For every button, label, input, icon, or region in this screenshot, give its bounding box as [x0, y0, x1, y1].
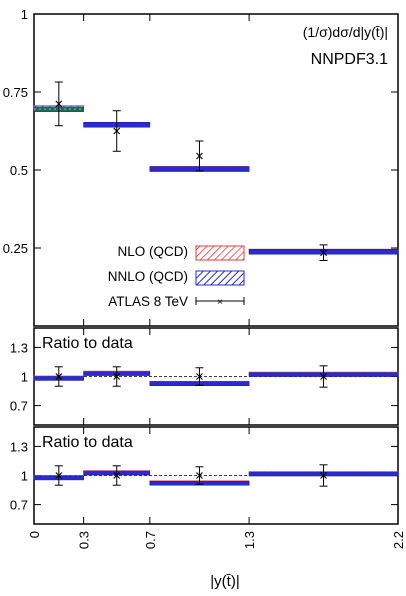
ratio2-ytick-label: 0.7	[10, 498, 28, 513]
main-panel: 0.25 0.5 0.75 1	[3, 7, 399, 327]
main-ytick-label: 0.25	[3, 241, 28, 256]
ratio1-data-point	[113, 373, 121, 380]
ratio1-ytick-label: 0.7	[10, 399, 28, 414]
legend-label-data: ATLAS 8 TeV	[108, 294, 188, 309]
legend-swatch-data: ×	[195, 297, 245, 308]
ratio2-data-point	[55, 472, 63, 479]
chart-title: (1/σ)dσ/d|y(t̄)|	[303, 24, 388, 40]
main-ytick-label: 1	[21, 7, 28, 22]
main-ytick-label: 0.75	[3, 85, 28, 100]
ratio1-ytick-label: 1	[21, 370, 28, 385]
x-tick-label: 0.3	[77, 531, 92, 549]
ratio1-data-point	[196, 373, 203, 380]
ratio1-data-point	[55, 373, 63, 380]
legend: NLO (QCD) NNLO (QCD) ATLAS 8 TeV ×	[108, 244, 245, 309]
x-tick-label: 0.7	[143, 531, 158, 549]
ratio2-data-point	[113, 472, 121, 479]
ratio-panel-1: 0.7 1 1.3 Ratio to data	[10, 327, 399, 426]
legend-swatch-nlo	[195, 245, 245, 261]
x-axis-tick-labels: 0 0.3 0.7 1.3 2.2	[27, 531, 406, 549]
ratio2-ytick-label: 1	[21, 469, 28, 484]
x-tick-label: 2.2	[391, 531, 406, 549]
ratio1-ytick-label: 1.3	[10, 340, 28, 355]
legend-label-nlo: NLO (QCD)	[118, 244, 189, 259]
main-data-point	[320, 249, 327, 257]
legend-swatch-nnlo	[195, 270, 245, 286]
ratio1-data-point	[320, 373, 327, 380]
x-axis-title: |y(t̄)|	[210, 573, 239, 590]
main-data-point	[55, 100, 63, 108]
ratio2-label: Ratio to data	[42, 434, 133, 451]
svg-text:×: ×	[217, 297, 223, 308]
main-data-point	[113, 127, 121, 135]
ratio1-label: Ratio to data	[42, 335, 133, 352]
ratio2-data-point	[320, 472, 327, 479]
chart-subtitle: NNPDF3.1	[311, 51, 388, 68]
main-data-point	[196, 152, 203, 160]
x-tick-label: 1.3	[242, 531, 257, 549]
ratio-panel-2: 0.7 1 1.3 Ratio to data	[10, 426, 399, 525]
legend-label-nnlo: NNLO (QCD)	[108, 269, 188, 284]
ratio2-ytick-label: 1.3	[10, 439, 28, 454]
ratio2-data-point	[196, 472, 203, 479]
x-tick-label: 0	[27, 531, 42, 538]
main-ytick-label: 0.5	[10, 163, 28, 178]
